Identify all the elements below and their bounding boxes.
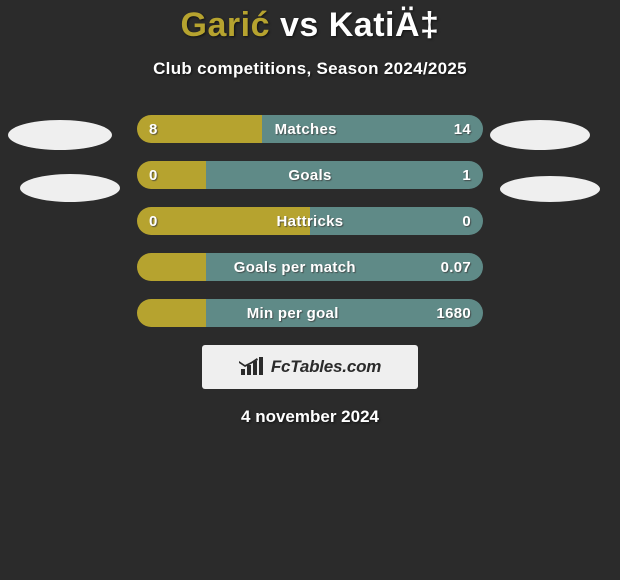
bar-overlay: 0 Goals 1 <box>137 161 483 189</box>
player-left-photo-mid <box>20 174 120 202</box>
stat-right-value: 0 <box>462 213 471 230</box>
stat-row: 0 Goals 1 <box>137 161 483 189</box>
stat-right-value: 1680 <box>436 305 471 322</box>
date-text: 4 november 2024 <box>0 407 620 427</box>
stat-row: Goals per match 0.07 <box>137 253 483 281</box>
bar-overlay: 8 Matches 14 <box>137 115 483 143</box>
stat-right-value: 14 <box>454 121 471 138</box>
bar-overlay: Goals per match 0.07 <box>137 253 483 281</box>
source-badge[interactable]: FcTables.com <box>202 345 418 389</box>
stat-left-value: 0 <box>149 213 158 230</box>
page-title: Garić vs KatiÄ‡ <box>0 6 620 45</box>
stat-label: Goals per match <box>149 259 441 276</box>
stat-label: Hattricks <box>158 213 463 230</box>
stat-label: Goals <box>158 167 463 184</box>
stat-right-value: 1 <box>462 167 471 184</box>
source-badge-text: FcTables.com <box>271 357 381 377</box>
subtitle: Club competitions, Season 2024/2025 <box>0 59 620 79</box>
stat-left-value: 8 <box>149 121 158 138</box>
bar-chart-icon <box>239 357 265 377</box>
stat-label: Min per goal <box>149 305 436 322</box>
bar-overlay: 0 Hattricks 0 <box>137 207 483 235</box>
stat-label: Matches <box>158 121 454 138</box>
player-left-name: Garić <box>181 6 270 44</box>
stat-left-value: 0 <box>149 167 158 184</box>
player-right-photo-top <box>490 120 590 150</box>
title-vs: vs <box>280 6 319 44</box>
player-left-photo-top <box>8 120 112 150</box>
stat-row: 0 Hattricks 0 <box>137 207 483 235</box>
player-right-name: KatiÄ‡ <box>329 6 440 44</box>
bar-overlay: Min per goal 1680 <box>137 299 483 327</box>
player-right-photo-mid <box>500 176 600 202</box>
stat-row: Min per goal 1680 <box>137 299 483 327</box>
stat-right-value: 0.07 <box>441 259 471 276</box>
stat-row: 8 Matches 14 <box>137 115 483 143</box>
stats-card: Garić vs KatiÄ‡ Club competitions, Seaso… <box>0 0 620 580</box>
stat-bars: 8 Matches 14 0 Goals 1 0 Hattricks 0 <box>137 115 483 327</box>
